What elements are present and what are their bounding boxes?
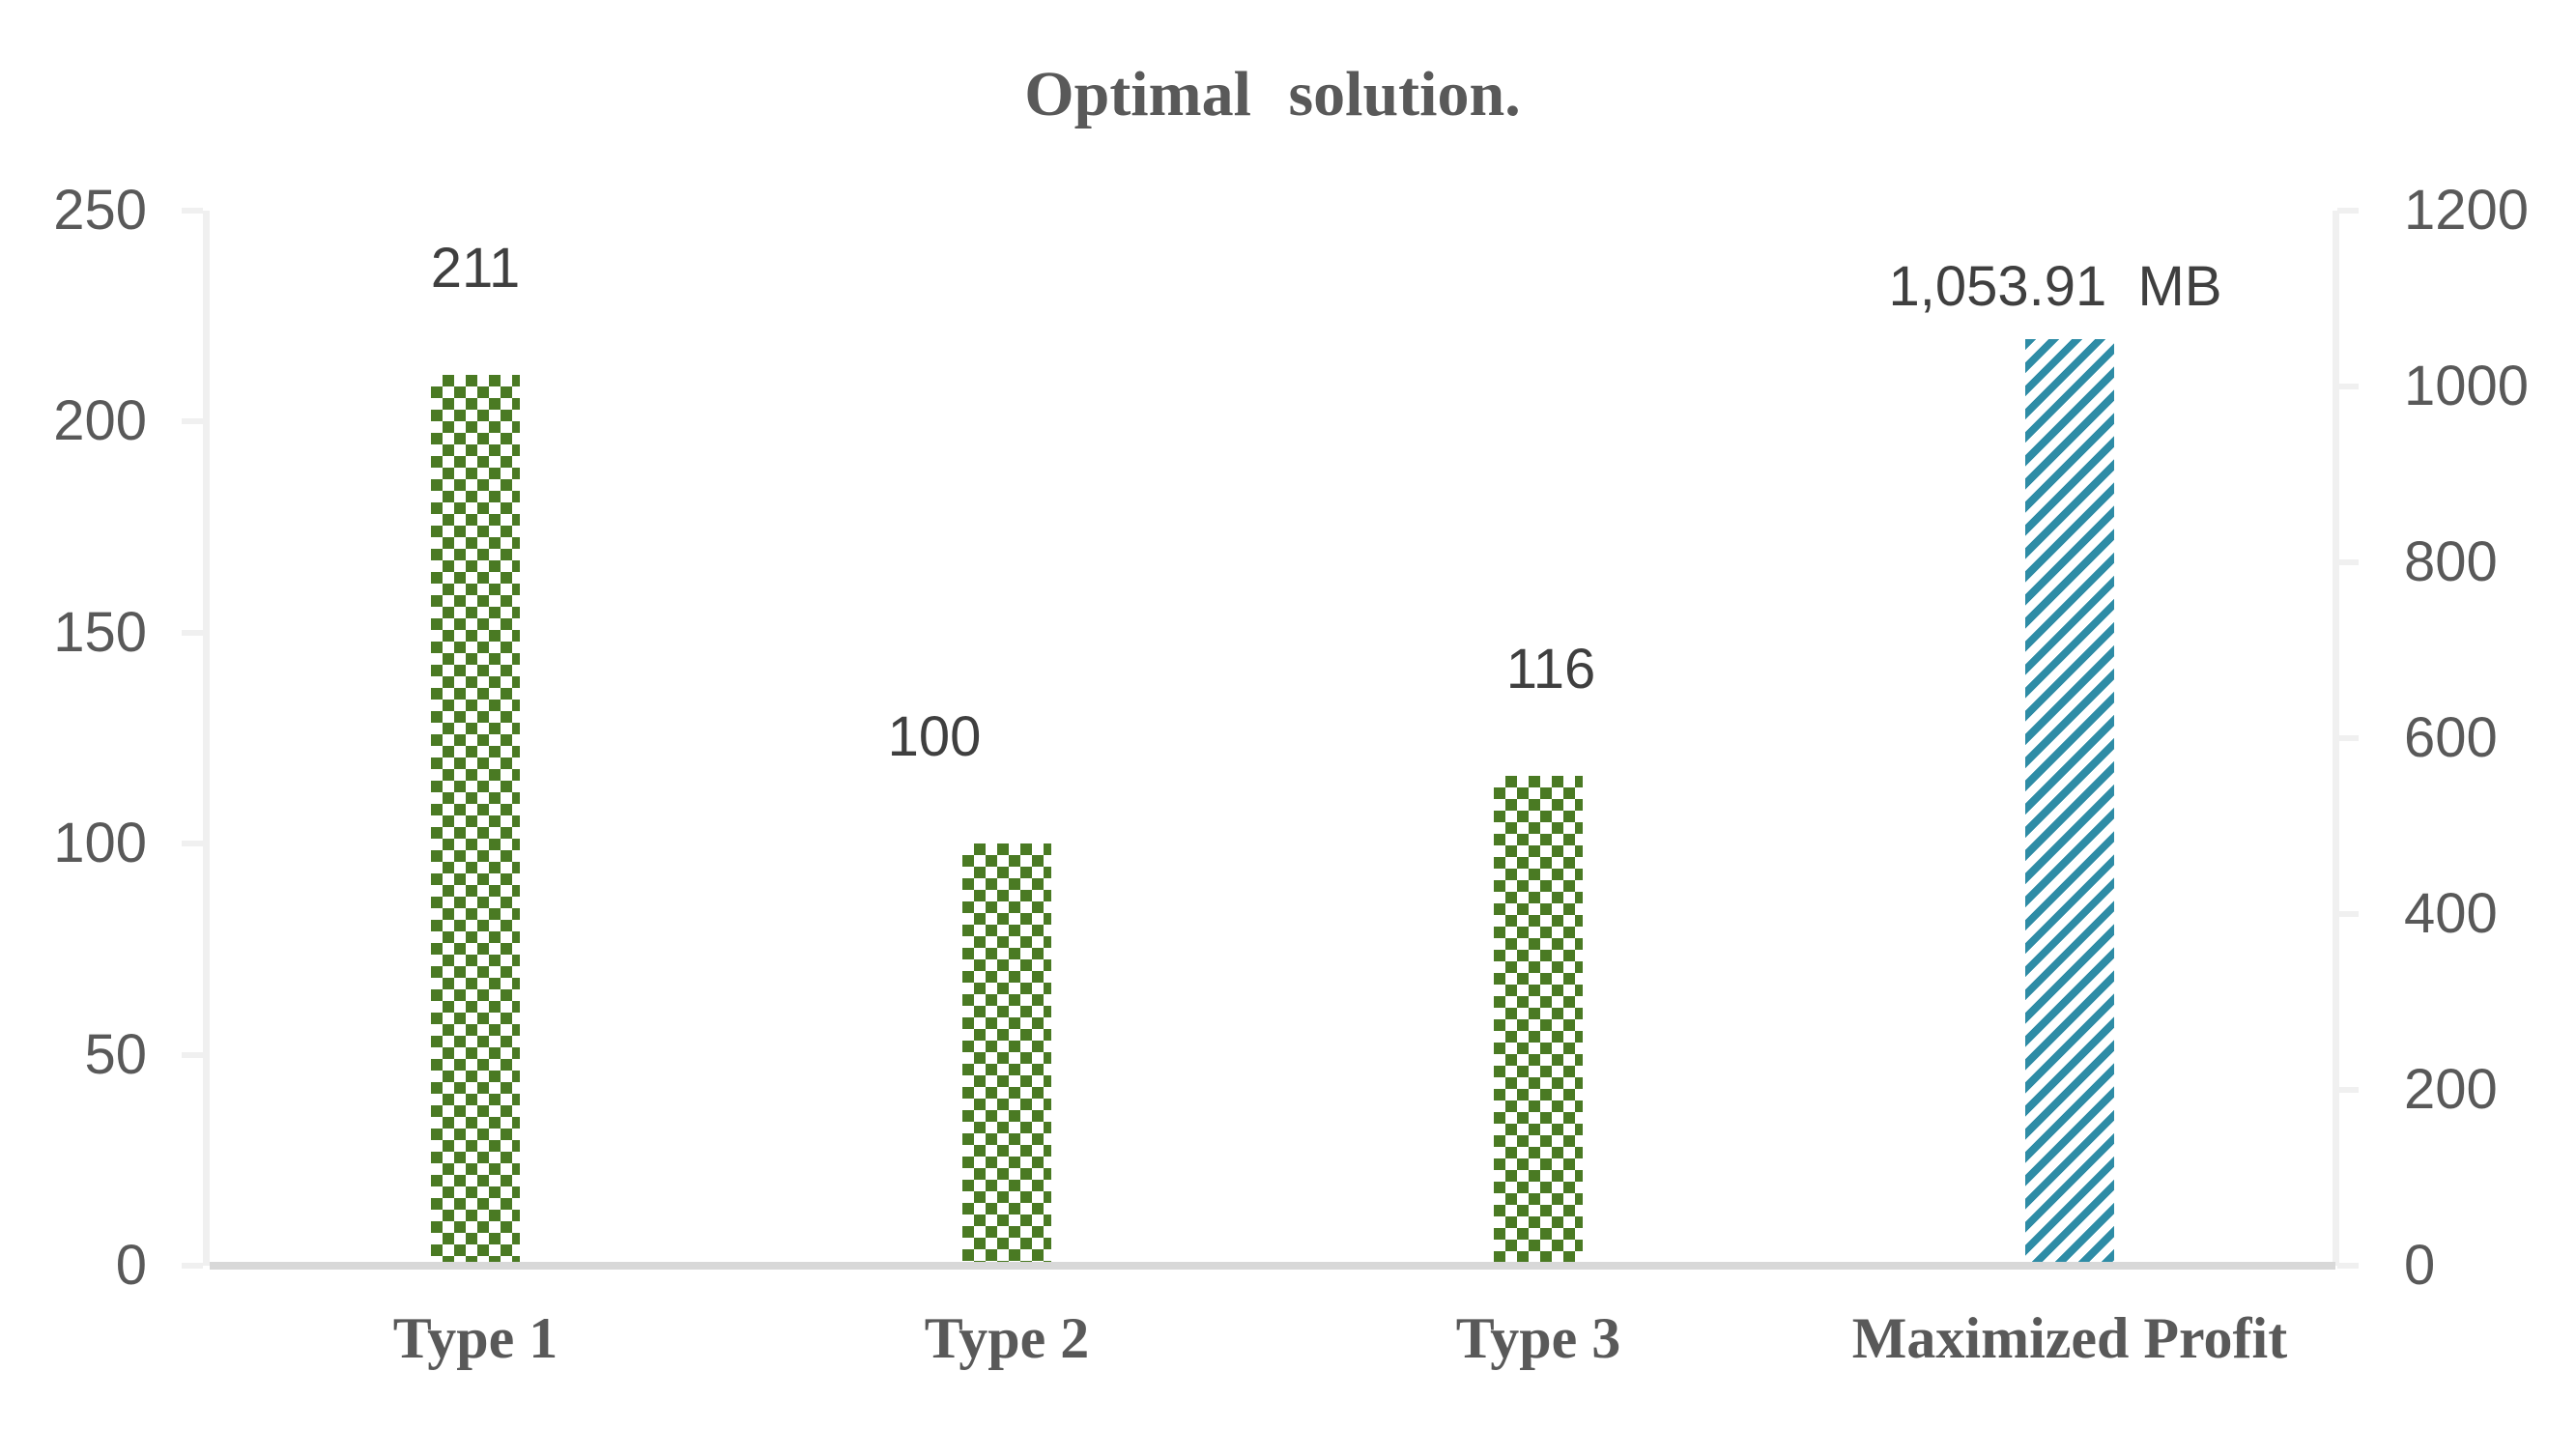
left-axis-tick-label: 0 bbox=[115, 1234, 147, 1297]
data-label-type-1: 211 bbox=[430, 237, 521, 300]
bar-type-2 bbox=[962, 843, 1051, 1266]
category-label-type-3: Type 3 bbox=[1455, 1306, 1621, 1370]
right-axis-tick-label: 400 bbox=[2404, 882, 2498, 945]
left-axis-tickmark bbox=[182, 1051, 203, 1058]
right-axis-tick-label: 600 bbox=[2404, 706, 2498, 769]
left-axis-tickmark bbox=[182, 418, 203, 425]
x-axis-line bbox=[210, 1262, 2335, 1270]
left-axis-tick-label: 200 bbox=[53, 389, 147, 453]
bar-type-3 bbox=[1494, 776, 1583, 1266]
bar-type-1 bbox=[431, 375, 520, 1266]
left-axis-tick-label: 150 bbox=[53, 600, 147, 664]
x-axis-left-end-tick bbox=[182, 1263, 203, 1269]
right-axis-tickmark bbox=[2337, 1087, 2359, 1093]
right-axis-line bbox=[2333, 211, 2339, 1266]
right-axis-tick-label: 1000 bbox=[2404, 355, 2530, 417]
data-label-type-3: 116 bbox=[1505, 638, 1596, 700]
right-axis-tickmark bbox=[2337, 911, 2359, 917]
right-axis-tick-label: 800 bbox=[2404, 530, 2498, 593]
data-label-maximized-profit: 1,053.91 MB bbox=[1888, 255, 2222, 318]
left-axis-tickmark bbox=[182, 208, 203, 214]
x-axis-right-end-tick bbox=[2337, 1263, 2359, 1269]
bar-maximized-profit bbox=[2025, 339, 2114, 1266]
right-axis-tick-label: 0 bbox=[2404, 1234, 2436, 1297]
left-axis-tick-label: 250 bbox=[53, 179, 147, 242]
left-axis-tickmark bbox=[182, 629, 203, 636]
data-label-type-2: 100 bbox=[887, 705, 982, 768]
right-axis-tick-label: 200 bbox=[2404, 1058, 2498, 1121]
left-axis-tickmark bbox=[182, 841, 203, 847]
left-axis-tick-label: 50 bbox=[84, 1022, 147, 1086]
right-axis-tickmark bbox=[2337, 559, 2359, 565]
right-axis-tickmark bbox=[2337, 735, 2359, 741]
category-label-type-1: Type 1 bbox=[392, 1306, 558, 1370]
category-label-type-2: Type 2 bbox=[924, 1306, 1090, 1370]
chart-title: Optimal solution. bbox=[1024, 59, 1521, 129]
category-label-maximized-profit: Maximized Profit bbox=[1851, 1306, 2288, 1370]
right-axis-tickmark bbox=[2337, 208, 2359, 214]
right-axis-tick-label: 1200 bbox=[2404, 179, 2530, 242]
right-axis-tickmark bbox=[2337, 384, 2359, 389]
left-axis-line bbox=[203, 211, 210, 1266]
left-axis-tick-label: 100 bbox=[53, 812, 147, 875]
